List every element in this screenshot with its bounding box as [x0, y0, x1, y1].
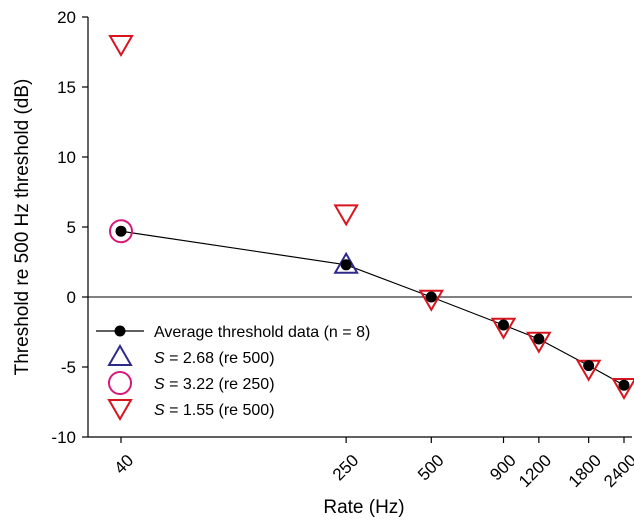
y-axis-label: Threshold re 500 Hz threshold (dB) [12, 79, 33, 376]
x-tick-label: 40 [110, 451, 137, 478]
series-2-point [109, 219, 133, 244]
series-3-point [333, 204, 359, 227]
series-0-point [425, 291, 437, 303]
series-3-point [490, 317, 517, 340]
x-tick-label: 900 [486, 451, 519, 484]
y-tick-label: 0 [67, 288, 76, 307]
legend-marker [108, 371, 132, 395]
y-tick-label: -5 [61, 358, 76, 377]
legend-marker [114, 325, 126, 337]
x-tick-label: 1800 [565, 451, 605, 491]
series-0-point [583, 360, 595, 372]
series-3-point [418, 289, 445, 312]
x-tick-label: 250 [329, 451, 362, 484]
x-tick-label: 2400 [600, 451, 634, 491]
legend-entry: S = 2.68 (re 500) [154, 350, 275, 367]
legend-entry: S = 1.55 (re 500) [154, 402, 275, 419]
legend-entry: S = 3.22 (re 250) [154, 376, 275, 393]
series-0-point [533, 333, 545, 345]
y-tick-label: -10 [51, 428, 76, 447]
series-0-point [340, 259, 352, 271]
legend-symbol: S [154, 376, 165, 393]
y-tick-label: 10 [57, 148, 76, 167]
y-tick-label: 20 [57, 8, 76, 27]
legend-entry: Average threshold data (n = 8) [154, 324, 370, 341]
series-1-point [333, 251, 359, 274]
x-axis-label: Rate (Hz) [323, 497, 404, 518]
legend-marker [107, 344, 133, 366]
legend-value: = 1.55 (re 500) [165, 402, 275, 419]
legend-marker [107, 399, 133, 421]
series-0-point [498, 319, 510, 331]
y-tick-label: 15 [57, 78, 76, 97]
x-tick-label: 500 [414, 451, 447, 484]
series-3-point [526, 331, 552, 354]
legend-symbol: S [154, 350, 165, 367]
x-tick-label: 1200 [515, 451, 555, 491]
y-tick-label: 5 [67, 218, 76, 237]
legend-value: = 3.22 (re 250) [165, 376, 275, 393]
series-0-point [115, 225, 127, 237]
series-3-point [108, 35, 134, 57]
legend-value: = 2.68 (re 500) [165, 350, 275, 367]
series-3-point [611, 378, 634, 400]
series-0-point [618, 379, 630, 391]
legend-symbol: S [154, 402, 165, 419]
